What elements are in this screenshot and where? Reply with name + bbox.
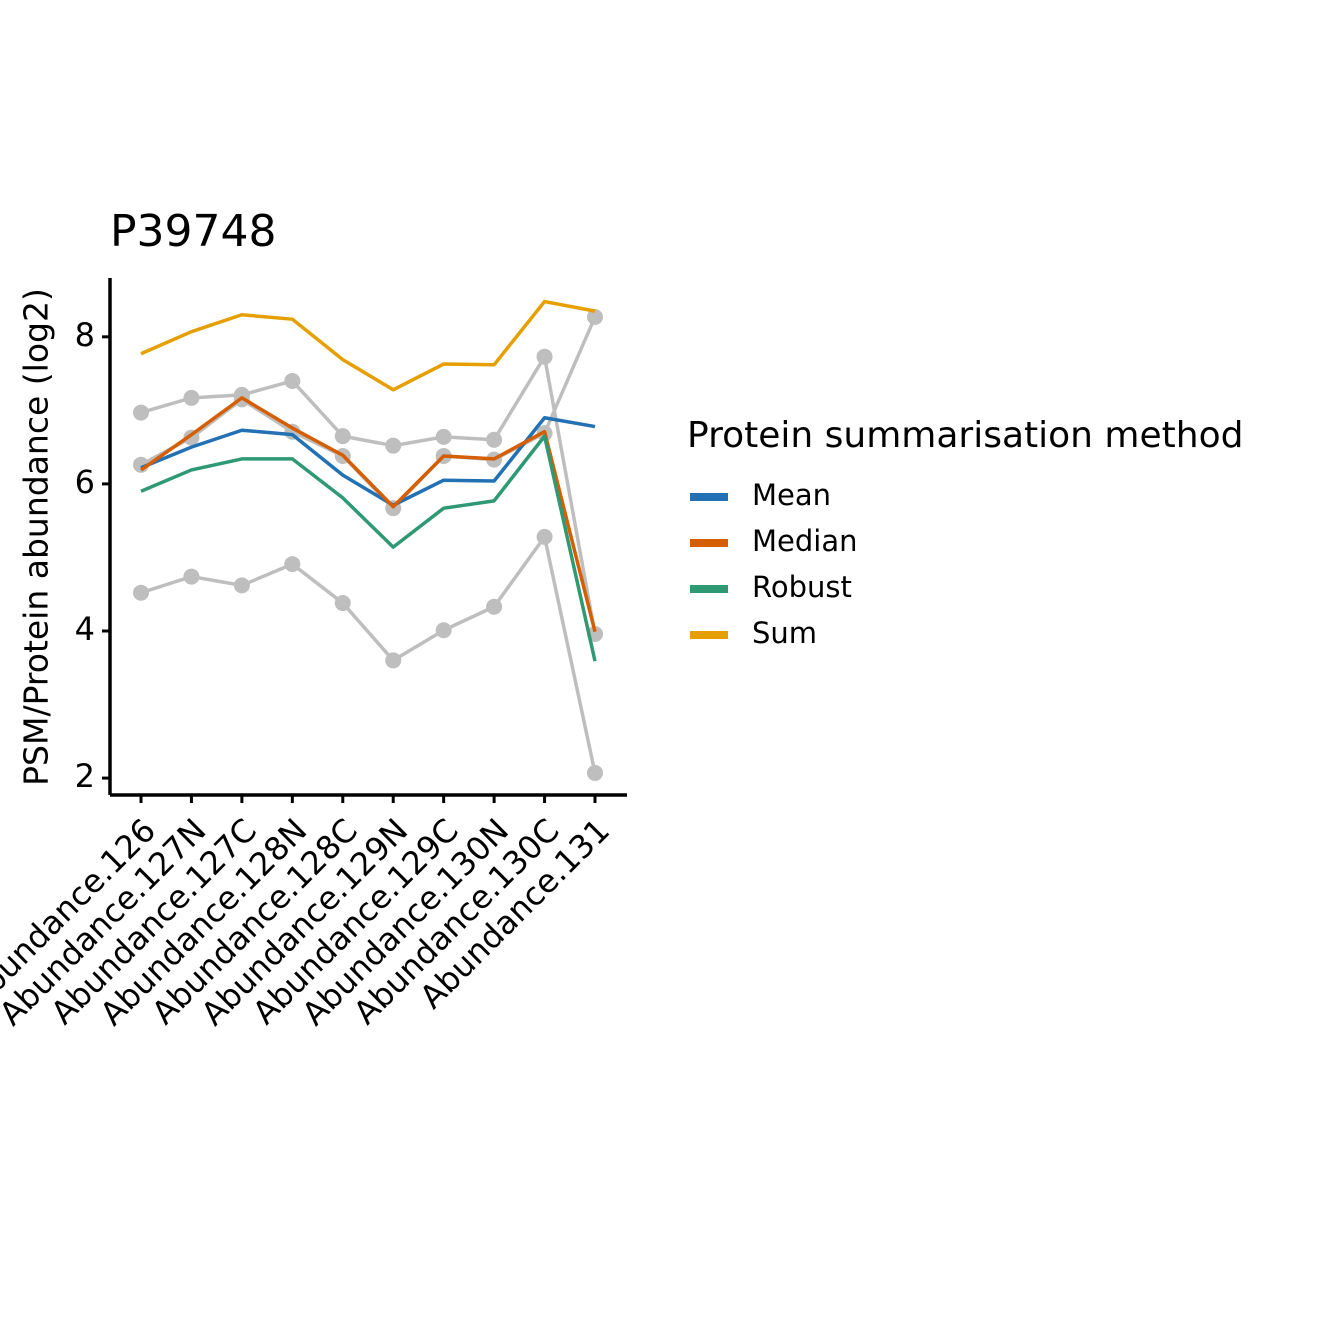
series-line <box>140 299 596 392</box>
psm-point <box>133 404 149 421</box>
psm-point <box>385 652 402 669</box>
legend-title: Protein summarisation method <box>687 415 1243 456</box>
legend-label: Robust <box>752 570 852 604</box>
y-tick-label: 8 <box>75 316 95 354</box>
psm-point <box>233 577 250 594</box>
psm-point <box>334 428 351 445</box>
legend-label: Mean <box>752 478 831 512</box>
psm-point <box>587 764 603 781</box>
y-tick-label: 6 <box>75 463 95 501</box>
psm-line <box>140 535 597 774</box>
psm-point <box>435 428 452 445</box>
legend-label: Sum <box>752 616 817 650</box>
psm-point <box>385 437 402 454</box>
psm-point <box>435 622 452 639</box>
psm-point <box>486 431 503 448</box>
psm-point <box>334 595 351 612</box>
y-tick-label: 4 <box>75 610 95 648</box>
psm-point <box>536 348 553 365</box>
psm-point <box>284 372 301 389</box>
psm-point <box>587 308 603 325</box>
series-line <box>140 434 597 662</box>
psm-point <box>284 556 301 573</box>
series-line <box>139 396 597 633</box>
chart-title: P39748 <box>110 206 277 257</box>
psm-point <box>183 568 200 585</box>
series-line <box>140 415 596 507</box>
psm-point <box>536 528 553 545</box>
legend-label: Median <box>752 524 857 558</box>
psm-point <box>486 598 503 615</box>
y-tick-label: 2 <box>75 757 95 795</box>
y-axis-label: PSM/Protein abundance (log2) <box>17 288 56 786</box>
psm-point <box>183 389 200 406</box>
psm-line <box>140 354 597 635</box>
psm-point <box>133 584 149 601</box>
